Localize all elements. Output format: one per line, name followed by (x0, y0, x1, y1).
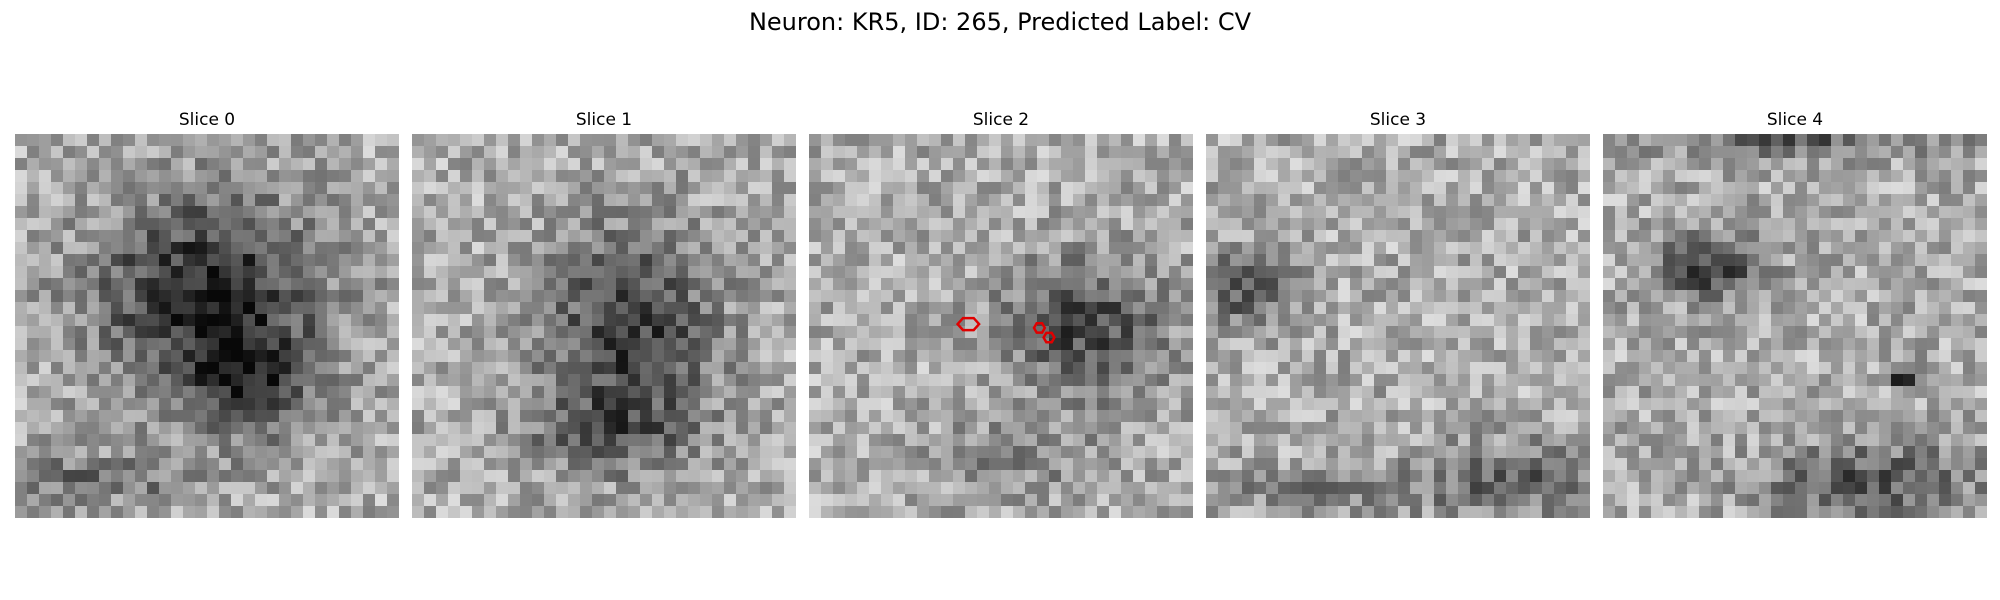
slice-image-0 (15, 134, 399, 518)
figure-title: Neuron: KR5, ID: 265, Predicted Label: C… (748, 8, 1252, 36)
slice-image-1 (412, 134, 796, 518)
slice-image-4 (1603, 134, 1987, 518)
slice-image-2 (809, 134, 1193, 518)
segmentation-contour (955, 316, 981, 332)
segmentation-contour (1042, 331, 1056, 344)
slice-image-3 (1206, 134, 1590, 518)
slice-title: Slice 0 (178, 110, 236, 130)
slice-title: Slice 4 (1766, 110, 1824, 130)
segmentation-contour (1032, 322, 1047, 334)
slice-title: Slice 1 (575, 110, 633, 130)
slice-title: Slice 3 (1369, 110, 1427, 130)
slice-title: Slice 2 (972, 110, 1030, 130)
